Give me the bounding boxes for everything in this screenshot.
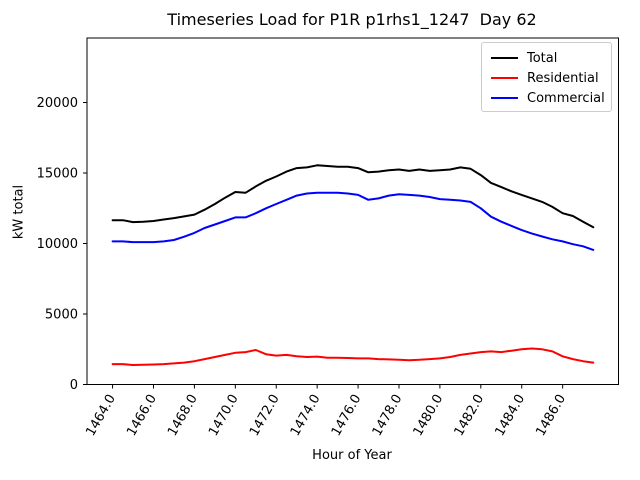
commercial-series-line <box>111 191 595 251</box>
x-tick-label: 1472.0 <box>247 392 283 439</box>
total-line-swatch-icon <box>491 57 518 59</box>
legend-label-commercial: Commercial <box>527 90 605 106</box>
residential-series-line <box>111 347 595 366</box>
y-tick-label: 5000 <box>45 308 78 323</box>
y-tick-label: 20000 <box>37 96 78 111</box>
x-tick-label: 1474.0 <box>288 392 324 439</box>
x-tick-label: 1464.0 <box>83 392 119 439</box>
residential-line-swatch-icon <box>491 77 518 79</box>
x-tick-label: 1480.0 <box>411 392 447 439</box>
x-tick-label: 1468.0 <box>165 392 201 439</box>
chart-title: Timeseries Load for P1R p1rhs1_1247 Day … <box>167 10 537 29</box>
x-tick-label: 1466.0 <box>124 392 160 439</box>
commercial-line-swatch-icon <box>491 97 518 99</box>
x-tick-label: 1476.0 <box>329 392 365 439</box>
y-tick-label: 15000 <box>37 167 78 182</box>
legend: Total Residential Commercial <box>481 42 612 112</box>
x-axis-label: Hour of Year <box>312 448 392 463</box>
x-tick-label: 1484.0 <box>492 392 528 439</box>
x-tick-label: 1478.0 <box>370 392 406 439</box>
legend-item-residential: Residential <box>491 68 611 88</box>
x-tick-label: 1482.0 <box>452 392 488 439</box>
y-tick-label: 10000 <box>37 237 78 252</box>
x-tick-label: 1486.0 <box>533 392 569 439</box>
y-tick-label: 0 <box>70 378 78 393</box>
axes-frame <box>86 37 619 385</box>
x-tick-label: 1470.0 <box>206 392 242 439</box>
total-series-line <box>111 164 595 229</box>
legend-item-commercial: Commercial <box>491 88 611 108</box>
legend-label-total: Total <box>527 50 558 66</box>
legend-label-residential: Residential <box>527 70 599 86</box>
legend-item-total: Total <box>491 48 611 68</box>
y-axis-label: kW total <box>11 184 27 240</box>
